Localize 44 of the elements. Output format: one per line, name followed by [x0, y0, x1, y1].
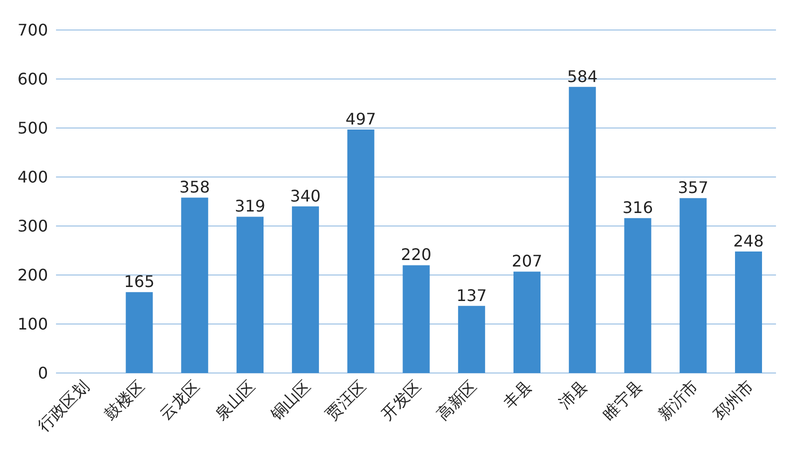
- bar: [402, 265, 430, 373]
- x-tick-label: 丰县: [500, 376, 536, 412]
- data-label: 584: [567, 66, 598, 86]
- y-tick-label: 500: [17, 118, 48, 138]
- data-label: 316: [622, 198, 654, 218]
- y-tick-label: 400: [17, 168, 48, 187]
- data-label: 137: [456, 286, 487, 305]
- x-tick-label: 高新区: [432, 376, 480, 424]
- x-tick-label: 泉山区: [211, 376, 259, 424]
- bar: [236, 216, 264, 373]
- x-tick-label: 铜山区: [266, 376, 314, 424]
- bar: [458, 306, 486, 373]
- bar: [568, 86, 596, 373]
- bar: [126, 292, 153, 373]
- data-label: 248: [733, 231, 764, 250]
- x-tick-label: 云龙区: [156, 376, 204, 424]
- bar: [347, 129, 374, 373]
- data-label: 319: [234, 196, 266, 216]
- bar: [735, 251, 762, 373]
- y-tick-label: 0: [38, 364, 48, 383]
- y-tick-label: 100: [17, 314, 48, 334]
- data-label: 220: [400, 245, 432, 264]
- bar: [680, 198, 707, 373]
- x-tick-label: 邳州市: [710, 376, 758, 424]
- x-tick-label: 新沂市: [654, 376, 702, 424]
- data-label: 357: [678, 178, 708, 198]
- y-tick-label: 200: [17, 266, 48, 285]
- data-label: 340: [290, 186, 321, 206]
- x-tick-label: 沛县: [554, 376, 591, 412]
- x-tick-label: 睢宁县: [598, 376, 646, 424]
- bar: [292, 206, 319, 373]
- bar: [513, 272, 540, 373]
- x-tick-label: 开发区: [377, 376, 425, 424]
- y-tick-label: 600: [17, 70, 48, 89]
- bar: [624, 218, 652, 373]
- data-label: 207: [512, 252, 542, 271]
- data-label: 358: [179, 178, 210, 197]
- data-label: 165: [124, 272, 155, 292]
- x-tick-label: 贾汪区: [322, 376, 370, 424]
- data-label: 497: [346, 109, 376, 128]
- y-tick-label: 300: [17, 216, 48, 236]
- y-tick-label: 700: [17, 20, 48, 40]
- x-tick-label: 鼓楼区: [100, 376, 148, 424]
- bar: [181, 198, 208, 373]
